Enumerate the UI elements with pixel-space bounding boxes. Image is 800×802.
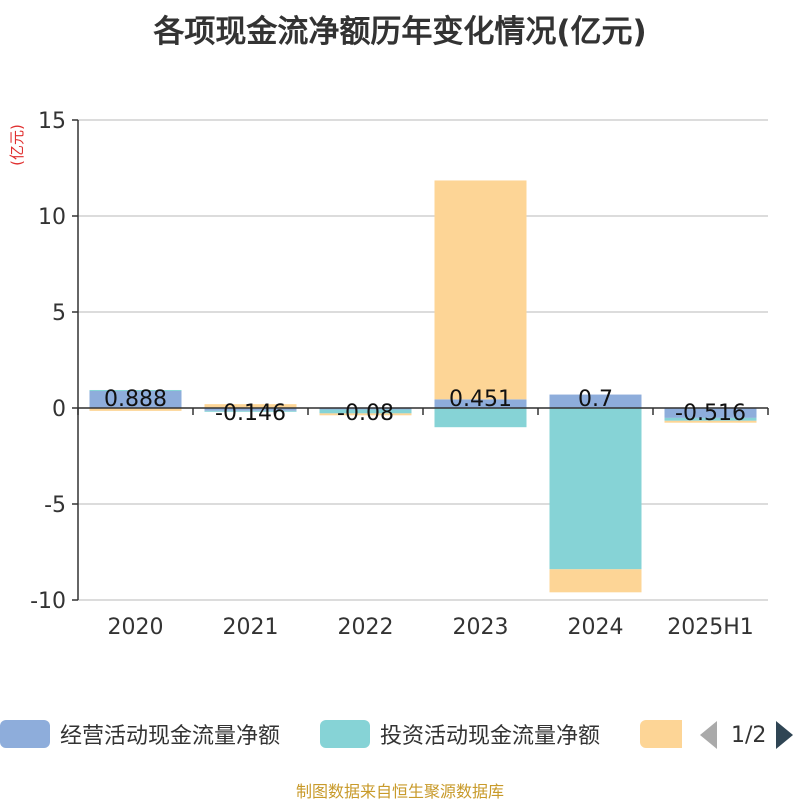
legend-item-financing[interactable] [640, 716, 682, 752]
grid-lines [78, 119, 768, 601]
bar-2-2020 [89, 389, 182, 391]
y-tick-label: -5 [44, 493, 66, 518]
bar-3-2020 [89, 408, 182, 411]
chart-title: 各项现金流净额历年变化情况(亿元) [153, 14, 647, 50]
bar-series [89, 180, 757, 593]
x-tick-label: 2023 [453, 615, 509, 640]
bar-1-2020 [89, 390, 182, 408]
legend-swatch-financing [640, 720, 682, 748]
bar-3-2022 [319, 413, 412, 416]
x-tick-label: 2021 [223, 615, 279, 640]
bar-2-2025H1 [664, 417, 757, 421]
bar-1-2022 [319, 408, 412, 410]
legend-item-investing[interactable]: 投资活动现金流量净额 [320, 716, 600, 752]
y-tick-label: -10 [30, 589, 66, 614]
legend-next-page-icon[interactable] [776, 721, 794, 749]
legend-label-investing: 投资活动现金流量净额 [380, 724, 601, 749]
legend-label-operating: 经营活动现金流量净额 [60, 724, 281, 749]
bar-2-2024 [549, 408, 642, 570]
y-tick-label: 15 [38, 109, 66, 134]
legend: 经营活动现金流量净额 投资活动现金流量净额 [0, 716, 800, 756]
x-tick-label: 2024 [568, 615, 624, 640]
legend-prev-page-icon[interactable] [700, 721, 717, 749]
legend-swatch-operating [0, 720, 50, 748]
data-label: -0.146 [215, 401, 286, 426]
bar-1-2025H1 [664, 408, 757, 418]
bar-2-2021 [204, 410, 297, 412]
data-label: 0.888 [104, 387, 167, 412]
bar-3-2023 [434, 180, 527, 400]
bar-chart: 15 10 5 0 -5 -10 2020 2021 2022 2023 2024 2025H1 0.… [8, 109, 769, 640]
bar-1-2021 [204, 408, 297, 411]
bar-1-2023 [434, 399, 527, 408]
y-tick-label: 10 [38, 205, 66, 230]
x-tick-label: 2025H1 [667, 615, 754, 640]
data-label: 0.451 [449, 387, 512, 412]
legend-page-indicator: 1/2 [731, 722, 767, 748]
x-tick-label: 2020 [108, 615, 164, 640]
legend-swatch-investing [320, 720, 370, 748]
data-labels: 0.888 -0.146 -0.08 0.451 0.7 -0.516 [104, 387, 746, 426]
y-tick-label: 5 [52, 301, 66, 326]
data-label: -0.08 [337, 401, 394, 426]
x-tick-label: 2022 [338, 615, 394, 640]
bar-2-2022 [319, 409, 412, 414]
bar-3-2025H1 [664, 420, 757, 423]
source-note: 制图数据来自恒生聚源数据库 [295, 782, 504, 801]
axes: 15 10 5 0 -5 -10 2020 2021 2022 2023 2024 2025H1 [30, 109, 769, 640]
bar-2-2023 [434, 408, 527, 428]
bar-1-2024 [549, 394, 642, 408]
data-label: 0.7 [578, 387, 613, 412]
legend-pager: 1/2 [700, 718, 794, 752]
bar-3-2021 [204, 404, 297, 408]
data-label: -0.516 [675, 401, 746, 426]
bar-3-2024 [549, 569, 642, 593]
y-axis-label: (亿元) [8, 124, 26, 166]
legend-item-operating[interactable]: 经营活动现金流量净额 [0, 716, 280, 752]
y-tick-label: 0 [52, 397, 66, 422]
